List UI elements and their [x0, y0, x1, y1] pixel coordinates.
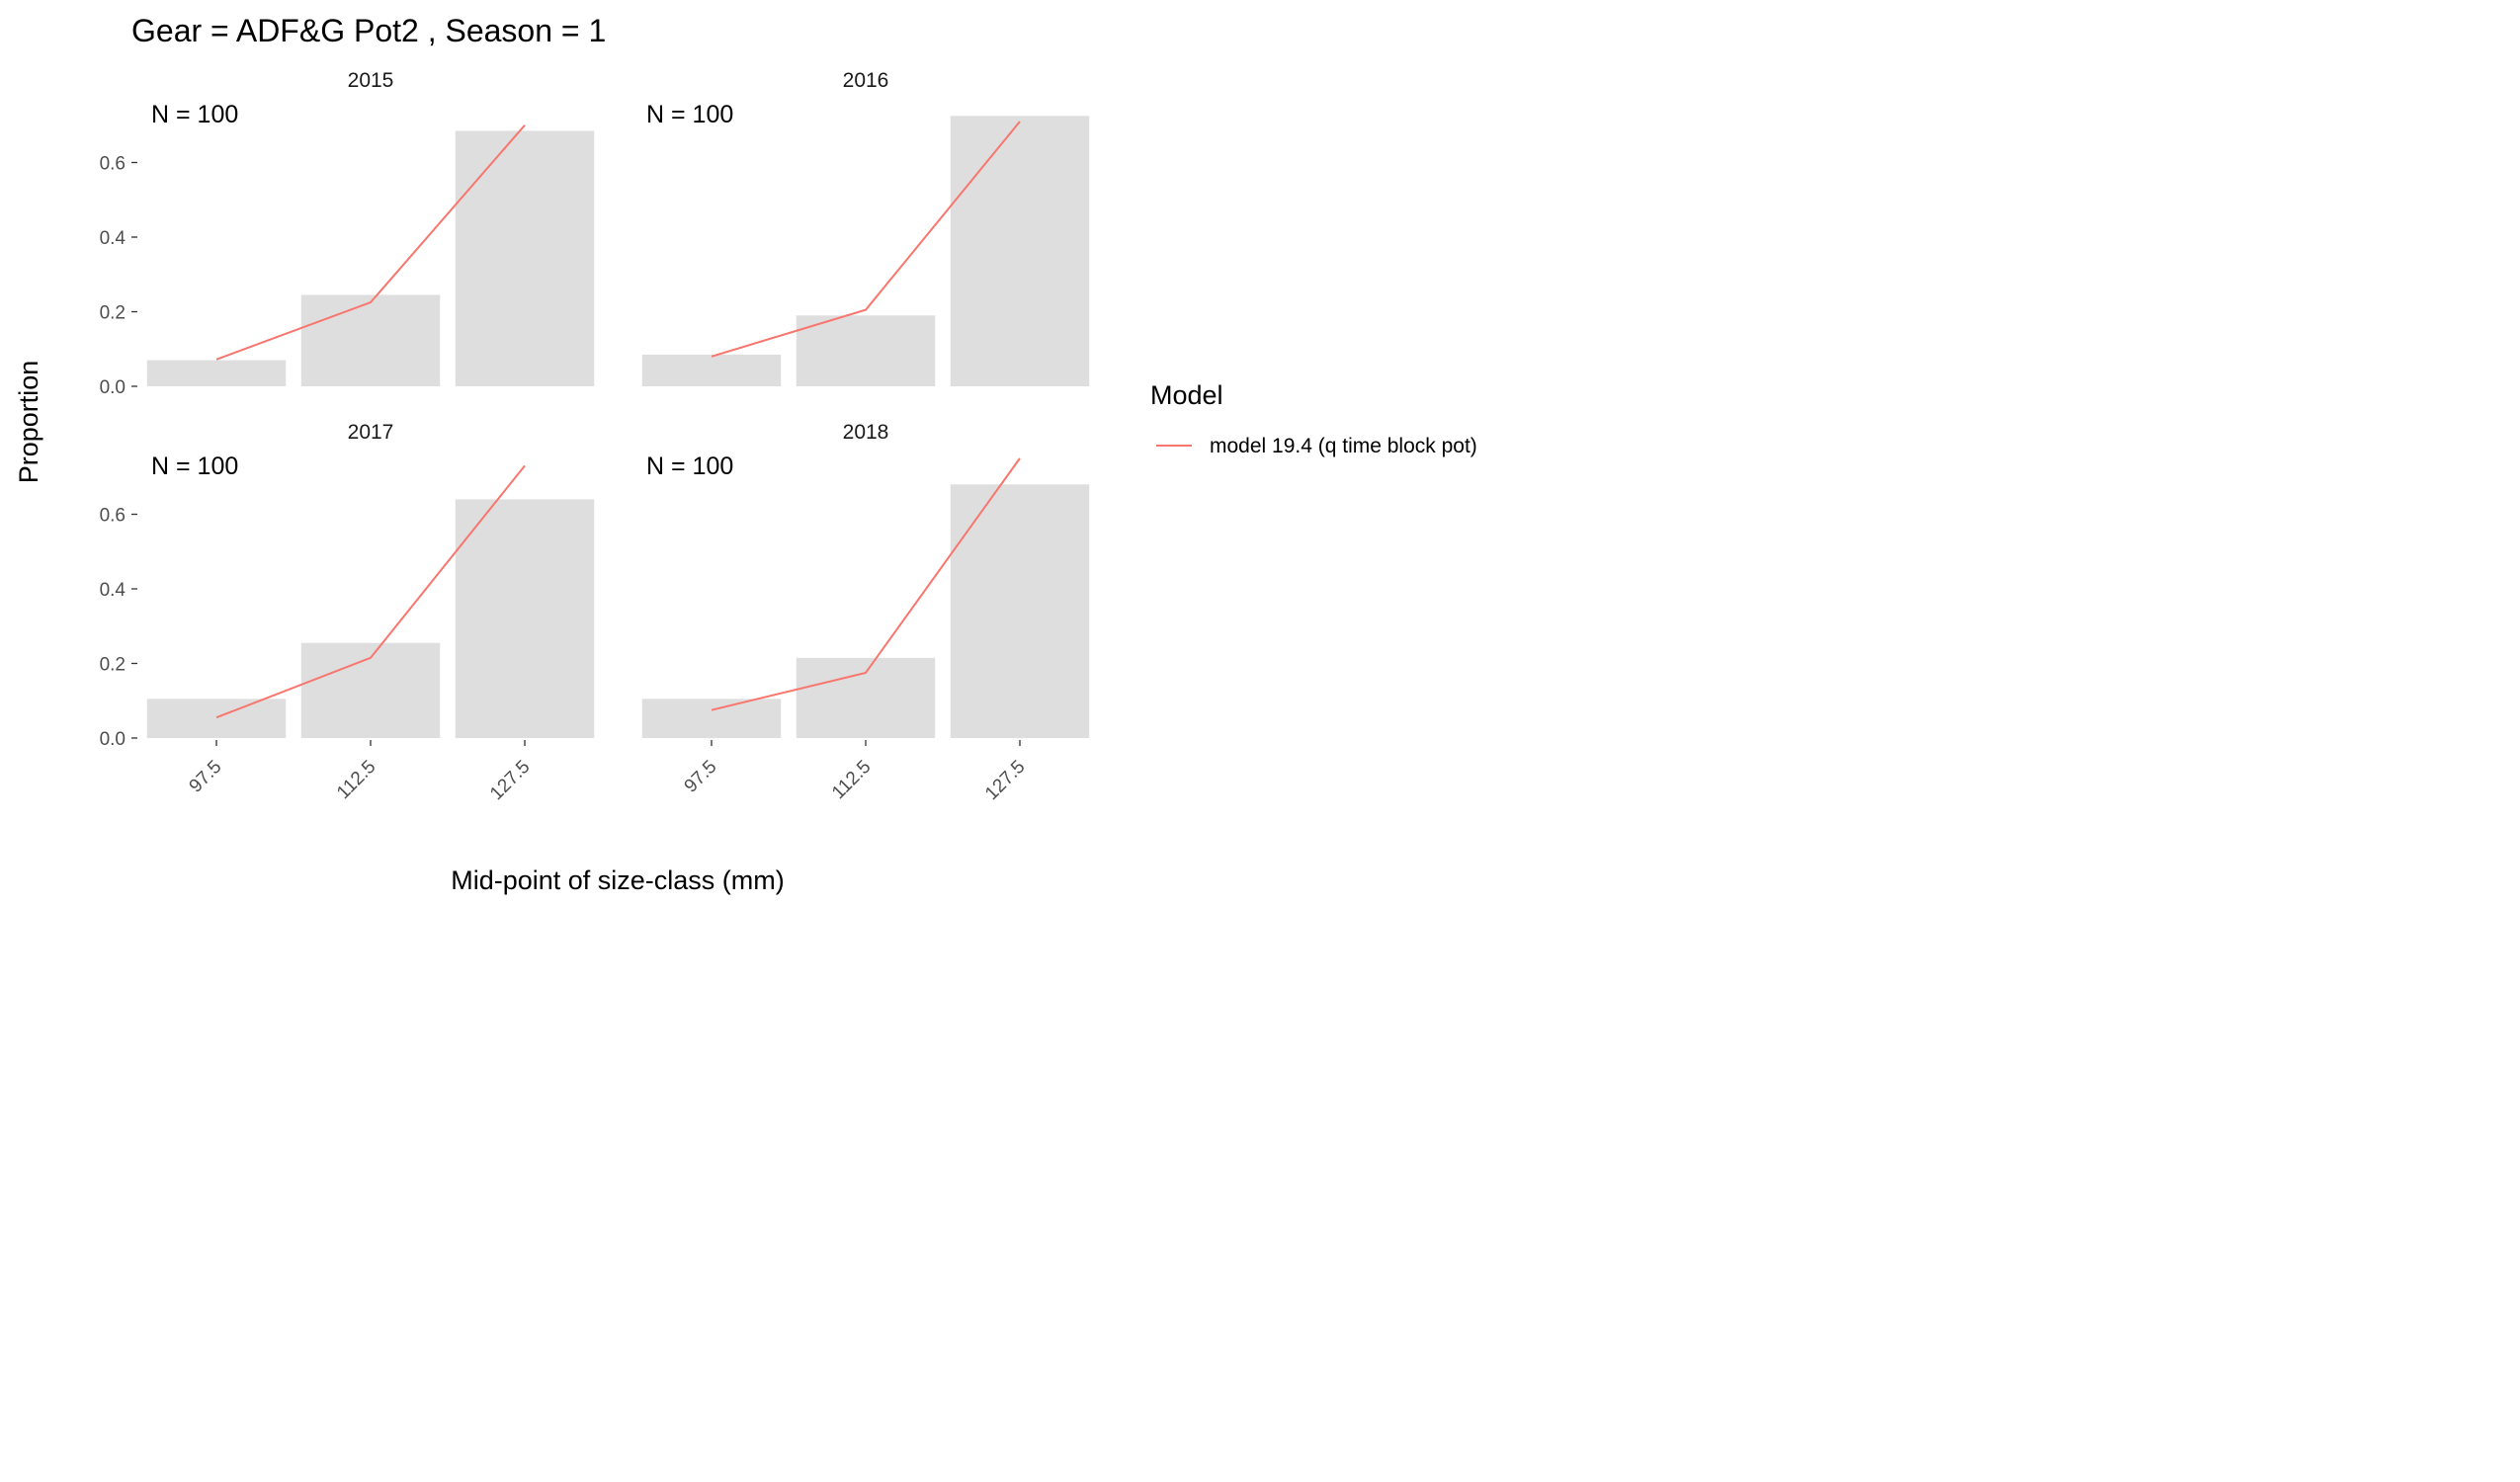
- legend-title: Model: [1150, 380, 1223, 410]
- facet-panel-2018: 2018 N = 100 97.5 112.5 127.5: [641, 421, 1090, 804]
- y-tick-label: 0.4: [100, 580, 126, 601]
- model-line: [711, 121, 1021, 358]
- faceted-bar-chart: Gear = ADF&G Pot2 , Season = 1 Proportio…: [14, 13, 1477, 895]
- observed-bar: [796, 657, 936, 738]
- observed-bar: [146, 699, 287, 738]
- y-tick-label: 0.0: [100, 377, 126, 398]
- facet-strip-label: 2018: [843, 421, 889, 444]
- observed-bar: [641, 354, 782, 386]
- legend-label: model 19.4 (q time block pot): [1210, 435, 1477, 457]
- x-tick-label: 127.5: [981, 757, 1029, 804]
- model-line: [215, 464, 526, 719]
- chart-title: Gear = ADF&G Pot2 , Season = 1: [131, 13, 606, 48]
- n-label: N = 100: [646, 453, 733, 480]
- facet-strip-label: 2015: [348, 69, 394, 92]
- x-tick-label: 97.5: [186, 757, 226, 797]
- observed-bar: [641, 699, 782, 738]
- model-line: [215, 124, 526, 361]
- observed-bar: [455, 499, 595, 738]
- observed-bar: [300, 294, 441, 386]
- y-tick-label: 0.4: [100, 228, 126, 249]
- observed-bar: [455, 130, 595, 386]
- y-tick-label: 0.6: [100, 154, 126, 175]
- model-line: [711, 457, 1021, 711]
- x-tick-label: 127.5: [486, 757, 534, 804]
- y-tick-label: 0.2: [100, 655, 126, 676]
- facet-panel-2015: 2015 N = 100 0.0 0.2 0.4 0.6: [100, 69, 595, 398]
- x-tick-label: 112.5: [828, 757, 875, 803]
- facet-panel-2016: 2016 N = 100: [641, 69, 1090, 386]
- x-tick-label: 97.5: [681, 757, 721, 797]
- y-tick-label: 0.0: [100, 729, 126, 750]
- y-tick-label: 0.2: [100, 303, 126, 324]
- n-label: N = 100: [151, 101, 238, 128]
- facet-panel-2017: 2017 N = 100 0.0 0.2 0.4 0.6 97.5 112.5 127.5: [100, 421, 595, 804]
- observed-bar: [950, 484, 1090, 738]
- facet-panels: 2015 N = 100 0.0 0.2 0.4 0.6 2016 N = 100 2017 N …: [100, 69, 1090, 804]
- legend: Model model 19.4 (q time block pot): [1150, 380, 1477, 457]
- y-tick-label: 0.6: [100, 506, 126, 527]
- facet-strip-label: 2017: [348, 421, 394, 444]
- x-axis-title: Mid-point of size-class (mm): [451, 865, 785, 895]
- facet-strip-label: 2016: [843, 69, 889, 92]
- y-axis-title: Proportion: [14, 361, 43, 484]
- n-label: N = 100: [646, 101, 733, 128]
- observed-bar: [146, 360, 287, 386]
- observed-bar: [796, 315, 936, 386]
- n-label: N = 100: [151, 453, 238, 480]
- observed-bar: [950, 116, 1090, 386]
- x-tick-label: 112.5: [333, 757, 379, 803]
